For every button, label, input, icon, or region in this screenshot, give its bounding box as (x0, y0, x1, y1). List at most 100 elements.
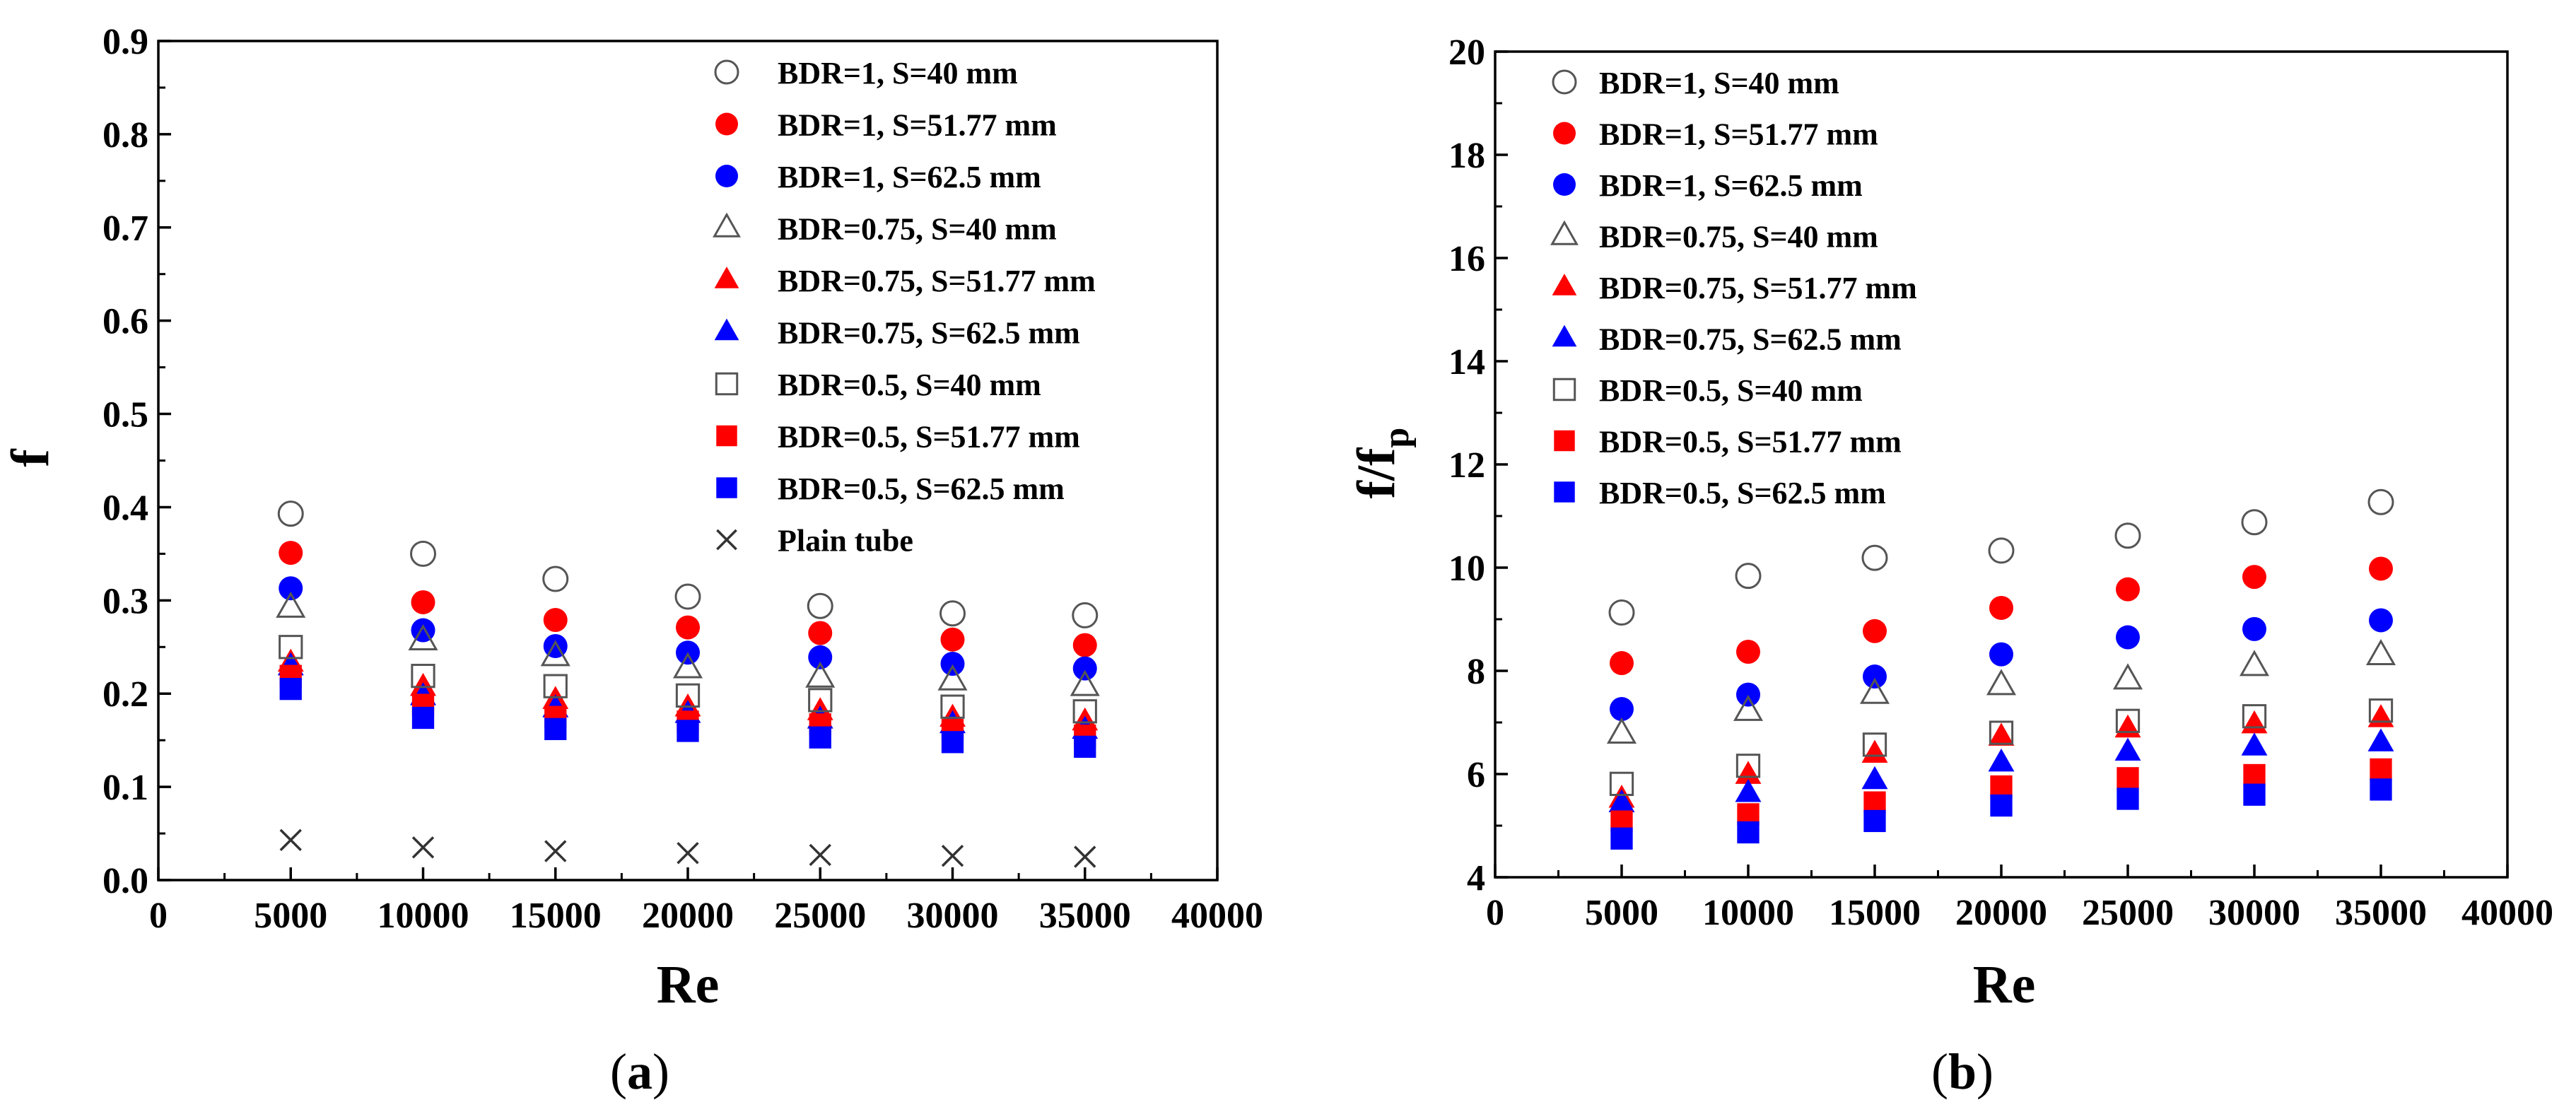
y-tick-label: 0.6 (103, 302, 148, 342)
legend-label: BDR=0.5, S=51.77 mm (778, 420, 1080, 455)
series-2 (1610, 608, 2393, 722)
data-point (1861, 544, 1888, 571)
data-point (2242, 565, 2266, 590)
legend-item: BDR=0.5, S=40 mm (1552, 373, 1863, 408)
legend-label: BDR=0.75, S=40 mm (1599, 220, 1878, 254)
data-point (1735, 754, 1761, 778)
y-tick-label: 0.5 (103, 395, 148, 435)
y-axis-title: f (1, 448, 60, 467)
series-1 (1610, 556, 2393, 676)
series-5 (1608, 728, 2394, 813)
series-3 (276, 591, 1100, 696)
data-point (809, 726, 831, 749)
legend-marker (1552, 69, 1577, 95)
y-tick-label: 0.7 (103, 209, 148, 249)
data-point (1988, 537, 2015, 564)
data-point (2243, 783, 2266, 806)
legend-item: BDR=0.75, S=51.77 mm (714, 264, 1096, 298)
data-point (1989, 642, 2013, 667)
data-point (1988, 722, 2015, 746)
data-point (1736, 639, 1760, 664)
series-9 (279, 828, 1096, 868)
data-point (940, 652, 965, 676)
data-point (2239, 650, 2270, 676)
data-point (1986, 669, 2017, 696)
x-tick-label: 25000 (774, 896, 866, 936)
legend-marker (1553, 122, 1576, 145)
data-point (809, 843, 831, 867)
data-point (807, 592, 833, 619)
legend-marker (1552, 377, 1576, 402)
x-axis: 0 5000 10000 15000 20000 25000 30000 35000 40000 (149, 867, 1263, 936)
legend-marker (1553, 173, 1576, 196)
y-axis: 0.0 0.1 0.2 0.3 0.4 0.5 0.6 0.7 0.8 0.9 (103, 22, 171, 901)
data-point (1989, 720, 2014, 745)
legend-label: BDR=0.75, S=62.5 mm (1599, 322, 1902, 357)
legend-label: BDR=0.5, S=62.5 mm (1599, 476, 1886, 510)
data-point (2242, 704, 2267, 729)
legend-item: BDR=0.75, S=40 mm (1550, 220, 1878, 254)
legend-item: BDR=0.75, S=62.5 mm (714, 316, 1080, 351)
legend: BDR=1, S=40 mm BDR=1, S=51.77 mm BDR=1, S=… (1550, 66, 1917, 510)
x-tick-label: 25000 (2082, 893, 2174, 933)
y-tick-label: 0.1 (103, 768, 148, 808)
legend-label: BDR=0.75, S=51.77 mm (778, 264, 1096, 298)
data-point (1989, 595, 2013, 620)
legend-item: BDR=0.5, S=40 mm (715, 368, 1041, 402)
caption-letter: b (1948, 1043, 1977, 1100)
data-point (2112, 663, 2143, 690)
y-tick-label: 0.9 (103, 22, 148, 62)
legend-marker (715, 165, 738, 187)
data-point (1988, 748, 2015, 772)
data-point (2369, 556, 2393, 581)
legend-item: BDR=1, S=40 mm (714, 56, 1018, 90)
y-tick-label: 20 (1448, 33, 1485, 73)
data-point (279, 677, 302, 701)
legend-label: BDR=0.75, S=62.5 mm (778, 316, 1080, 351)
data-point (279, 541, 303, 566)
data-point (543, 674, 568, 698)
legend-label: BDR=1, S=51.77 mm (778, 108, 1057, 143)
legend-label: BDR=1, S=51.77 mm (1599, 117, 1878, 152)
data-point (2241, 710, 2268, 734)
panel-caption: (b) (1931, 1043, 1994, 1100)
legend-marker (1550, 220, 1579, 245)
legend-item: BDR=1, S=51.77 mm (715, 108, 1057, 143)
data-point (808, 645, 833, 669)
legend-label: BDR=0.75, S=40 mm (778, 212, 1057, 247)
x-tick-label: 10000 (1702, 893, 1794, 933)
legend-label: Plain tube (778, 524, 913, 558)
legend-label: BDR=0.5, S=40 mm (1599, 373, 1863, 408)
data-point (941, 731, 964, 754)
data-point (1610, 827, 1633, 850)
data-point (808, 688, 833, 713)
y-tick-label: 0.4 (103, 488, 148, 528)
legend-marker (716, 529, 737, 551)
data-point (2243, 763, 2266, 787)
data-point (1863, 664, 1887, 689)
series-8 (279, 677, 1096, 758)
data-point (1863, 619, 1887, 643)
legend-item: BDR=0.75, S=40 mm (713, 212, 1057, 247)
y-tick-label: 8 (1467, 652, 1485, 692)
data-point (542, 566, 569, 592)
data-point (2368, 698, 2394, 723)
data-point (2367, 704, 2394, 727)
data-point (1074, 845, 1096, 868)
data-point (408, 623, 438, 650)
legend-marker (716, 425, 737, 447)
x-tick-label: 40000 (1171, 896, 1263, 936)
legend-item: BDR=1, S=40 mm (1552, 66, 1839, 100)
data-point (1736, 682, 1760, 707)
legend-marker (714, 318, 739, 341)
legend-item: BDR=0.75, S=51.77 mm (1552, 271, 1917, 305)
data-point (2115, 708, 2141, 733)
data-point (1862, 732, 1887, 757)
data-point (1606, 717, 1637, 744)
data-point (1074, 735, 1096, 758)
data-point (1735, 563, 1762, 590)
legend: BDR=1, S=40 mm BDR=1, S=51.77 mm BDR=1, S=… (713, 56, 1096, 558)
data-point (2367, 728, 2394, 751)
data-point (279, 576, 303, 601)
legend-item: BDR=0.5, S=51.77 mm (716, 420, 1080, 455)
